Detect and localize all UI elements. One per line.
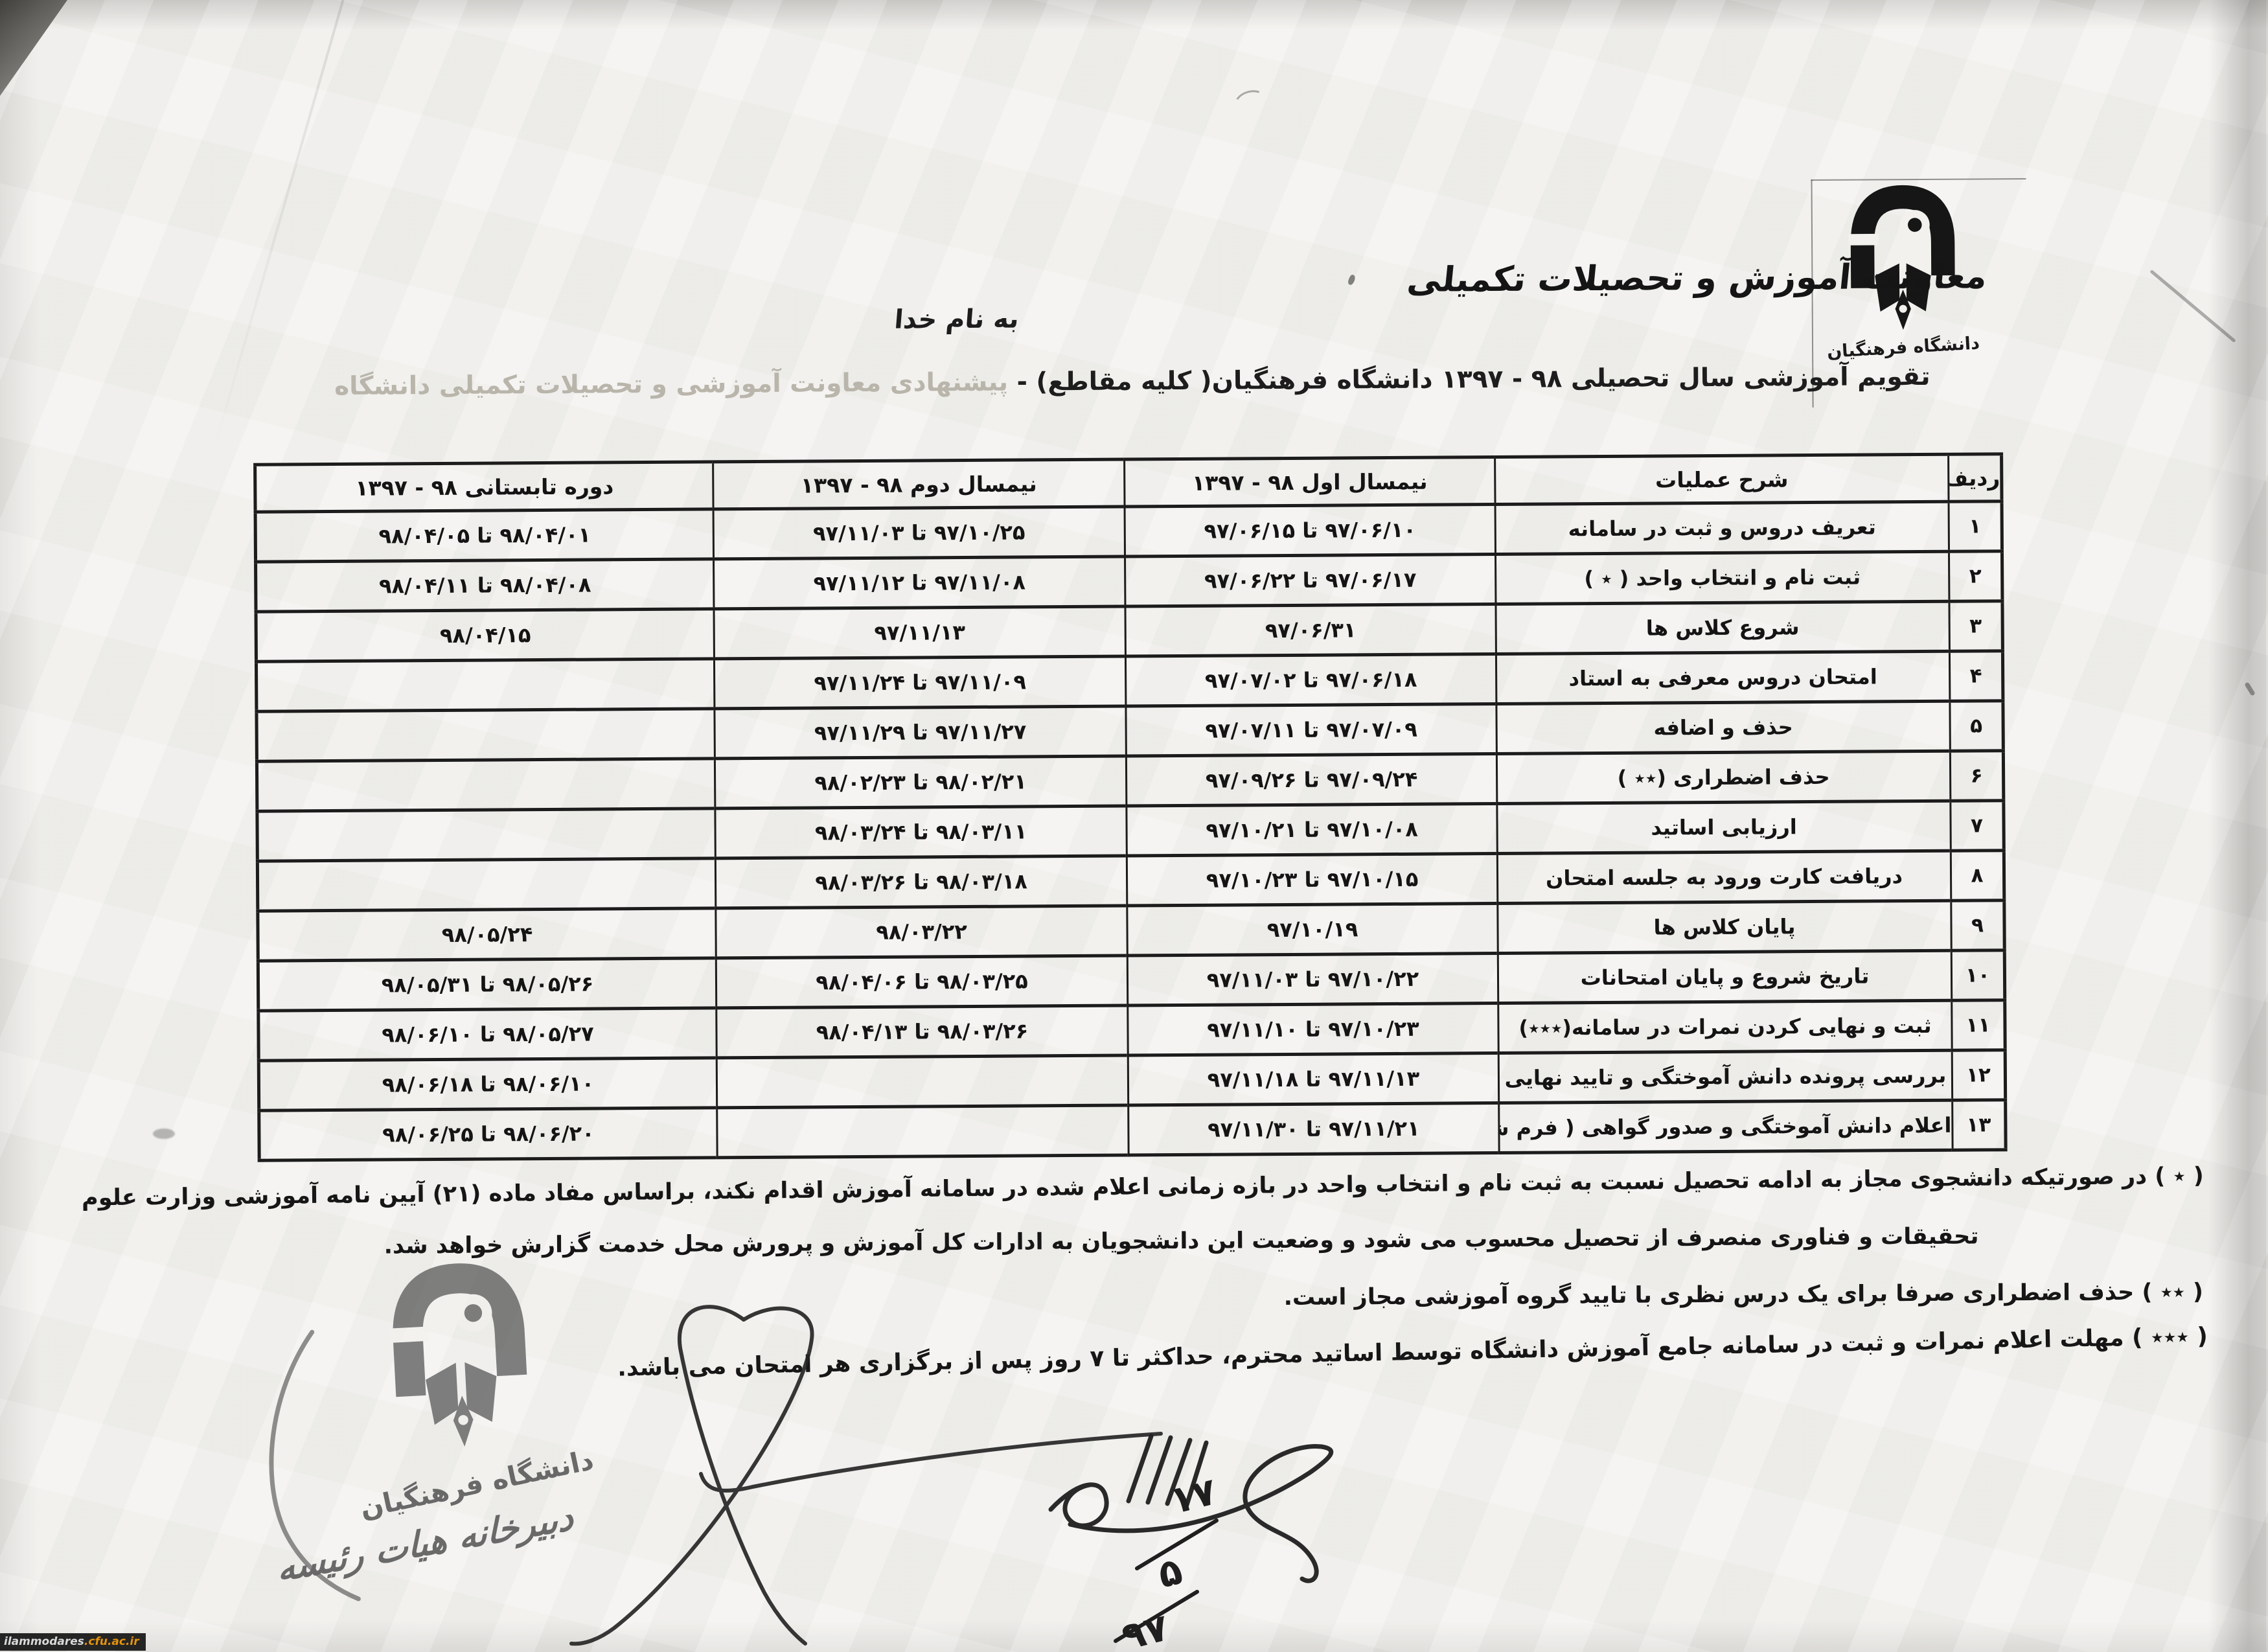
signature-scribble (1048, 1434, 1334, 1583)
row-number: ۴ (1949, 650, 2003, 702)
semester2-dates: ۹۸/۰۳/۲۵ تا ۹۸/۰۴/۰۶ (716, 955, 1128, 1008)
row-number: ۶ (1950, 750, 2004, 801)
summer-dates: ۹۸/۰۴/۰۱ تا ۹۸/۰۴/۰۵ (255, 509, 714, 562)
summer-dates: ۹۸/۰۴/۱۵ (256, 608, 715, 662)
semester2-dates: ۹۸/۰۳/۱۸ تا ۹۸/۰۳/۲۶ (715, 856, 1127, 908)
handwritten-date-month: ۵ (1154, 1548, 1187, 1597)
semester1-dates: ۹۷/۱۰/۱۵ تا ۹۷/۱۰/۲۳ (1127, 853, 1498, 906)
bismillah-text: به نام خدا (893, 304, 1020, 335)
row-number: ۲ (1949, 551, 2002, 602)
operation-description: شروع کلاس ها (1495, 601, 1950, 654)
university-logo-caption: دانشگاه فرهنگیان (1826, 333, 1980, 363)
letterhead-frame-line (1811, 178, 2026, 181)
row-number: ۱۰ (1951, 950, 2005, 1001)
operation-description: ارزیابی اساتید (1496, 801, 1951, 854)
semester2-dates (716, 1055, 1128, 1108)
summer-dates (257, 858, 716, 912)
col-header-semester1: نیمسال اول ۹۸ - ۱۳۹۷ (1124, 457, 1496, 507)
operation-description: بررسی پرونده دانش آموختگی و تایید نهایی (1498, 1050, 1953, 1103)
document-title-faded: پیشنهادی معاونت آموزشی و تحصیلات تکمیلی … (334, 367, 1009, 401)
signatures-overlay: ۱۷ ۵ ۹۷ (569, 1305, 1334, 1652)
semester1-dates: ۹۷/۰۶/۱۸ تا ۹۷/۰۷/۰۲ (1125, 654, 1496, 707)
row-number: ۷ (1950, 800, 2004, 851)
operation-description: تاریخ شروع و پایان امتحانات (1498, 950, 1952, 1004)
col-header-summer: دوره تابستانی ۹۸ - ۱۳۹۷ (255, 461, 714, 512)
semester1-dates: ۹۷/۰۶/۱۷ تا ۹۷/۰۶/۲۲ (1125, 554, 1496, 607)
table-row: ۱۳ اعلام دانش آموختگی و صدور گواهی ( فرم… (258, 1099, 2006, 1161)
semester2-dates: ۹۸/۰۳/۲۲ (715, 906, 1128, 958)
semester1-dates: ۹۷/۱۰/۲۳ تا ۹۷/۱۱/۱۰ (1127, 1003, 1499, 1055)
document-title-main: تقویم آموزشی سال تحصیلی ۹۸ - ۱۳۹۷ دانشگا… (1007, 361, 1930, 397)
summer-dates: ۹۸/۰۶/۱۰ تا ۹۸/۰۶/۱۸ (258, 1057, 717, 1111)
semester2-dates: ۹۷/۱۰/۲۵ تا ۹۷/۱۱/۰۳ (713, 507, 1125, 559)
summer-dates: ۹۸/۰۵/۲۷ تا ۹۸/۰۶/۱۰ (258, 1007, 717, 1061)
stamp-logo-icon (387, 1259, 534, 1457)
operation-description: اعلام دانش آموختگی و صدور گواهی ( فرم شم… (1498, 1100, 1953, 1153)
stamp-border-arc (269, 1329, 361, 1601)
operation-description: دریافت کارت ورود به جلسه امتحان (1497, 851, 1951, 904)
operation-description: پایان کلاس ها (1497, 901, 1952, 954)
row-number: ۹ (1951, 900, 2005, 951)
document-title: تقویم آموزشی سال تحصیلی ۹۸ - ۱۳۹۷ دانشگا… (0, 360, 2266, 403)
row-number: ۱۱ (1951, 1000, 2006, 1051)
semester2-dates (716, 1105, 1129, 1158)
site-watermark: ilammodares.cfu.ac.ir (0, 1633, 146, 1651)
row-number: ۱ (1949, 501, 2002, 552)
summer-dates (256, 708, 715, 762)
operation-description: تعریف دروس و ثبت در سامانه (1495, 501, 1949, 555)
col-header-row-number: ردیف (1948, 453, 2002, 502)
footnote-1-line-1: ( ٭ ) در صورتیکه دانشجوی مجاز به ادامه ت… (81, 1163, 2205, 1211)
summer-dates (256, 658, 715, 712)
summer-dates: ۹۸/۰۵/۲۶ تا ۹۸/۰۵/۳۱ (258, 958, 716, 1011)
summer-dates (257, 808, 716, 862)
operation-description: ثبت نام و انتخاب واحد ( ٭ ) (1495, 551, 1949, 604)
semester1-dates: ۹۷/۱۱/۲۱ تا ۹۷/۱۱/۳۰ (1128, 1103, 1500, 1155)
summer-dates: ۹۸/۰۶/۲۰ تا ۹۸/۰۶/۲۵ (258, 1107, 718, 1161)
semester2-dates: ۹۷/۱۱/۰۸ تا ۹۷/۱۱/۱۲ (713, 556, 1125, 609)
semester1-dates: ۹۷/۰۶/۱۰ تا ۹۷/۰۶/۱۵ (1125, 504, 1496, 557)
col-header-semester2: نیمسال دوم ۹۸ - ۱۳۹۷ (713, 459, 1125, 509)
semester1-dates: ۹۷/۱۱/۱۳ تا ۹۷/۱۱/۱۸ (1128, 1053, 1499, 1105)
operation-description: حذف و اضافه (1496, 701, 1951, 754)
watermark-domain: .cfu.ac.ir (84, 1635, 139, 1648)
summer-dates (257, 758, 715, 812)
summer-dates: ۹۸/۰۵/۲۴ (257, 908, 716, 961)
semester2-dates: ۹۸/۰۳/۲۶ تا ۹۸/۰۴/۱۳ (716, 1005, 1128, 1058)
semester2-dates: ۹۸/۰۳/۱۱ تا ۹۸/۰۳/۲۴ (715, 806, 1127, 858)
academic-calendar-table: ردیف شرح عملیات نیمسال اول ۹۸ - ۱۳۹۷ نیم… (253, 452, 2008, 1162)
operation-description: ثبت و نهایی کردن نمرات در سامانه(٭٭٭) (1498, 1000, 1953, 1053)
semester1-dates: ۹۷/۱۰/۰۸ تا ۹۷/۱۰/۲۱ (1126, 803, 1498, 856)
row-number: ۵ (1949, 700, 2004, 751)
summer-dates: ۹۸/۰۴/۰۸ تا ۹۸/۰۴/۱۱ (255, 558, 714, 612)
handwritten-date-day: ۱۷ (1165, 1469, 1220, 1522)
row-number: ۳ (1949, 601, 2003, 652)
watermark-site-name: ilammodares (4, 1635, 84, 1648)
semester1-dates: ۹۷/۰۷/۰۹ تا ۹۷/۰۷/۱۱ (1125, 704, 1497, 757)
semester1-dates: ۹۷/۰۶/۳۱ (1125, 604, 1496, 657)
col-header-operation: شرح عملیات (1495, 454, 1949, 505)
operation-description: امتحان دروس معرفی به استاد (1496, 651, 1950, 704)
operation-description: حذف اضطراری (٭٭ ) (1496, 751, 1951, 804)
row-number: ۸ (1951, 850, 2004, 901)
row-number: ۱۳ (1952, 1099, 2006, 1151)
org-title: معاونت آموزش و تحصیلات تکمیلی (1405, 257, 1989, 300)
secretariat-stamp: دانشگاه فرهنگیان دبیرخانه هیات رئیسه (249, 1251, 707, 1611)
footnote-2: ( ٭٭ ) حذف اضطراری صرفا برای یک درس نظری… (1283, 1279, 2204, 1311)
row-number: ۱۲ (1952, 1050, 2006, 1101)
semester1-dates: ۹۷/۱۰/۱۹ (1127, 903, 1498, 956)
signature-cross-loop (569, 1305, 1163, 1646)
semester2-dates: ۹۷/۱۱/۰۹ تا ۹۷/۱۱/۲۴ (714, 656, 1126, 709)
semester1-dates: ۹۷/۱۰/۲۲ تا ۹۷/۱۱/۰۳ (1127, 953, 1498, 1005)
semester2-dates: ۹۸/۰۲/۲۱ تا ۹۸/۰۲/۲۳ (715, 756, 1127, 809)
semester1-dates: ۹۷/۰۹/۲۴ تا ۹۷/۰۹/۲۶ (1126, 753, 1497, 807)
semester2-dates: ۹۷/۱۱/۱۳ (713, 606, 1126, 659)
semester2-dates: ۹۷/۱۱/۲۷ تا ۹۷/۱۱/۲۹ (714, 706, 1127, 759)
